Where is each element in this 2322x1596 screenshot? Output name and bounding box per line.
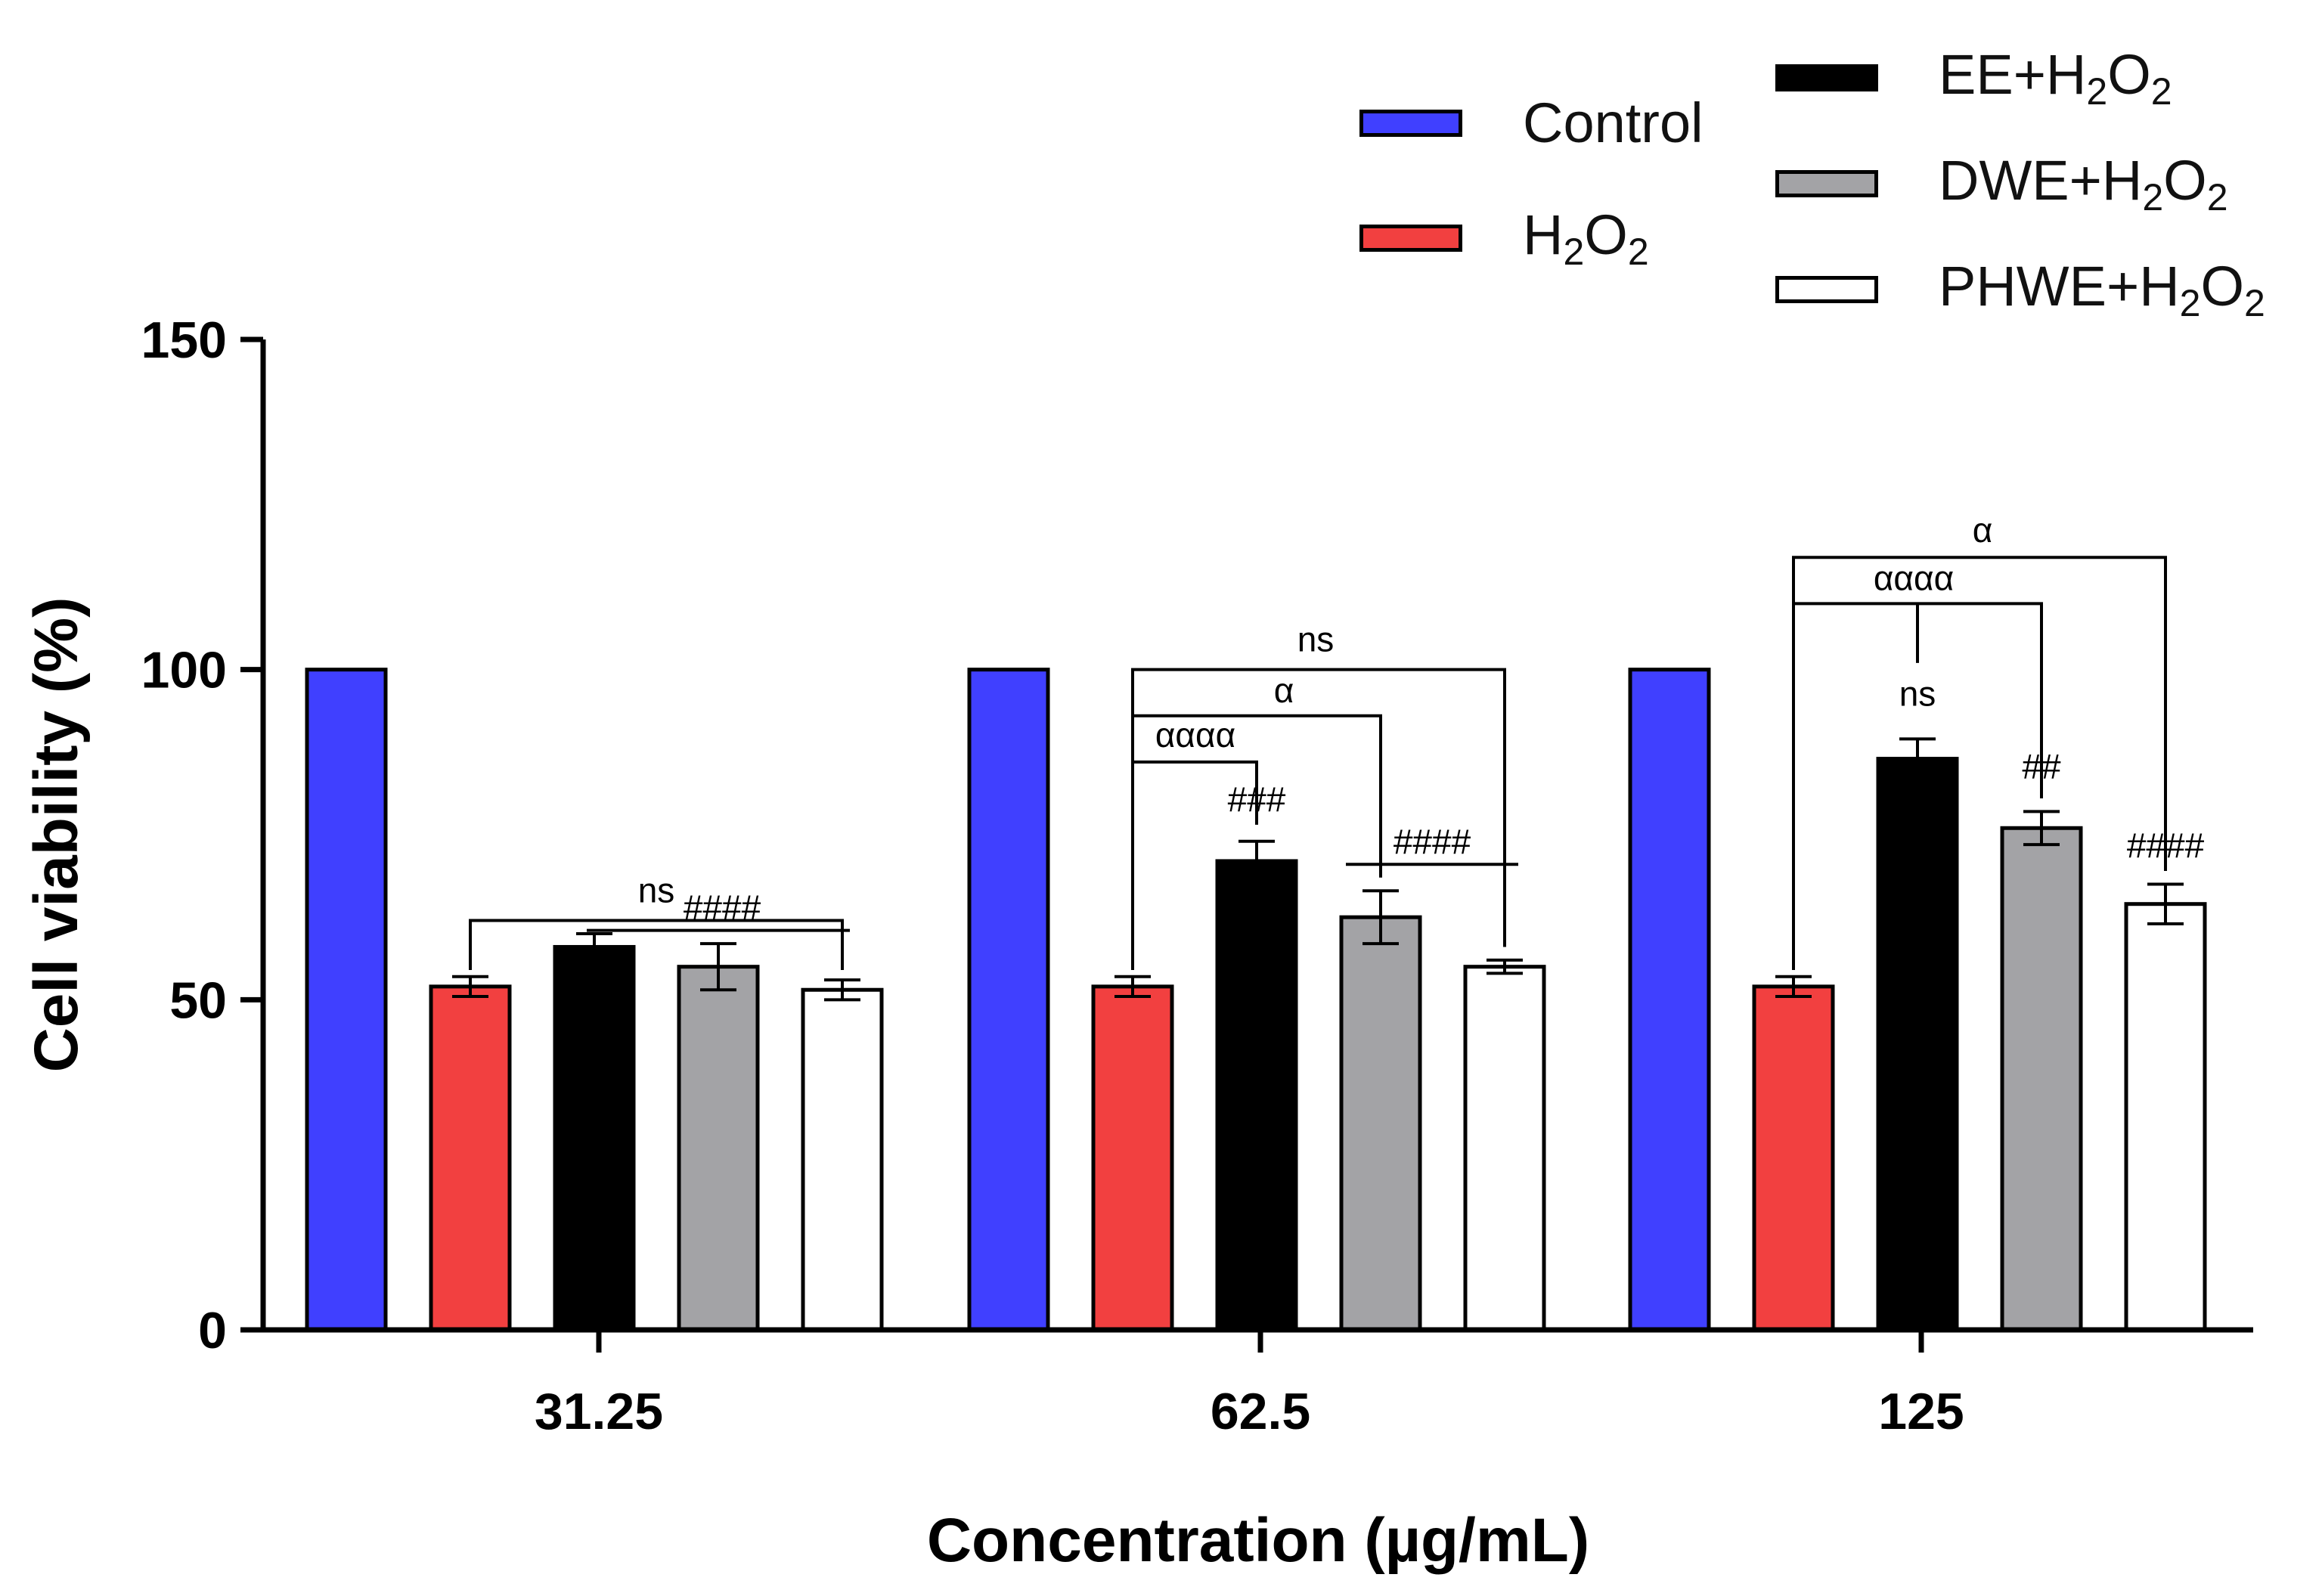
annot-hash4-62.5: ####: [1394, 822, 1471, 861]
x-axis-title: Concentration (µg/mL): [927, 1506, 1589, 1575]
annot-alpha4-125: αααα: [1874, 558, 1954, 597]
legend-swatch-h2o2: [1359, 225, 1462, 252]
legend-item-h2o2: H2O2: [1359, 203, 1649, 274]
bar-dwe-62.5: [1339, 915, 1422, 1332]
x-tick-label-31.25: 31.25: [535, 1383, 663, 1440]
legend-swatch-dwe: [1775, 170, 1878, 197]
bracket-alpha4-62.5: [1133, 760, 1258, 825]
legend-item-dwe: DWE+H2O2: [1775, 148, 2228, 219]
bar-phwe-31.25: [801, 987, 884, 1332]
error-bar-phwe-125: [2147, 882, 2184, 925]
annot-hash4-31.25: ####: [684, 888, 761, 928]
bar-h2o2-62.5: [1091, 984, 1174, 1332]
error-bar-dwe-62.5: [1363, 889, 1399, 946]
error-bar-phwe-62.5: [1487, 958, 1523, 975]
annot-hash4-125: ####: [2127, 826, 2205, 866]
error-bar-dwe-125: [2023, 810, 2060, 847]
bracket-ns-62.5: [1131, 668, 1506, 971]
annot-ns-125: ns: [1899, 674, 1936, 714]
error-bar-ee-125: [1899, 737, 1936, 780]
bar-control-31.25: [305, 668, 388, 1332]
bar-ee-62.5: [1215, 859, 1298, 1332]
bracket-alpha-62.5: [1133, 714, 1382, 878]
legend-item-control: Control: [1359, 91, 1704, 155]
legend-label-phwe: PHWE+H2O2: [1939, 255, 2265, 324]
annot-hash3-62.5: ###: [1228, 779, 1286, 819]
error-bar-h2o2-62.5: [1114, 975, 1151, 998]
legend-label-control: Control: [1523, 91, 1704, 154]
bar-h2o2-31.25: [429, 984, 512, 1332]
bar-ee-125: [1876, 757, 1959, 1332]
bar-h2o2-125: [1752, 984, 1835, 1332]
annot-alpha-125: α: [1973, 510, 1993, 550]
y-tick-label-50: 50: [169, 972, 227, 1029]
legend-swatch-phwe: [1775, 276, 1878, 303]
bar-dwe-31.25: [677, 965, 760, 1332]
error-bar-phwe-31.25: [824, 978, 860, 1002]
bar-phwe-125: [2124, 902, 2207, 1332]
legend-swatch-control: [1359, 109, 1462, 137]
error-bar-dwe-31.25: [700, 942, 736, 992]
error-bar-h2o2-125: [1775, 975, 1812, 998]
y-tick-label-100: 100: [141, 642, 227, 699]
error-bar-ee-62.5: [1239, 839, 1275, 883]
legend-item-ee: EE+H2O2: [1775, 42, 2172, 113]
legend-label-ee: EE+H2O2: [1939, 43, 2172, 113]
error-bar-ee-31.25: [576, 932, 612, 962]
y-tick-label-0: 0: [198, 1302, 227, 1359]
legend-swatch-ee: [1775, 64, 1878, 91]
legend-label-h2o2: H2O2: [1523, 203, 1649, 273]
annot-ns-62.5: ns: [1297, 620, 1335, 659]
bracket-alpha4-125: [1793, 602, 2043, 798]
y-axis-title: Cell viability (%): [22, 597, 91, 1073]
bracket-ns-31.25: [469, 919, 844, 971]
bar-control-125: [1628, 668, 1711, 1332]
annot-ns-31.25: ns: [638, 871, 675, 910]
bar-control-62.5: [967, 668, 1050, 1332]
annot-alpha4-62.5: αααα: [1155, 715, 1235, 755]
bar-dwe-125: [2000, 826, 2083, 1332]
annot-hash2-125: ##: [2022, 747, 2061, 786]
legend-item-phwe: PHWE+H2O2: [1775, 254, 2265, 325]
bracket-alpha-125: [1792, 556, 2167, 971]
annot-alpha-62.5: α: [1274, 671, 1294, 710]
bar-ee-31.25: [553, 944, 636, 1332]
bar-phwe-62.5: [1463, 965, 1546, 1332]
y-tick-label-150: 150: [141, 311, 227, 369]
error-bar-h2o2-31.25: [452, 975, 488, 998]
legend-label-dwe: DWE+H2O2: [1939, 149, 2228, 218]
x-tick-label-62.5: 62.5: [1211, 1383, 1310, 1440]
x-tick-label-125: 125: [1878, 1383, 1964, 1440]
